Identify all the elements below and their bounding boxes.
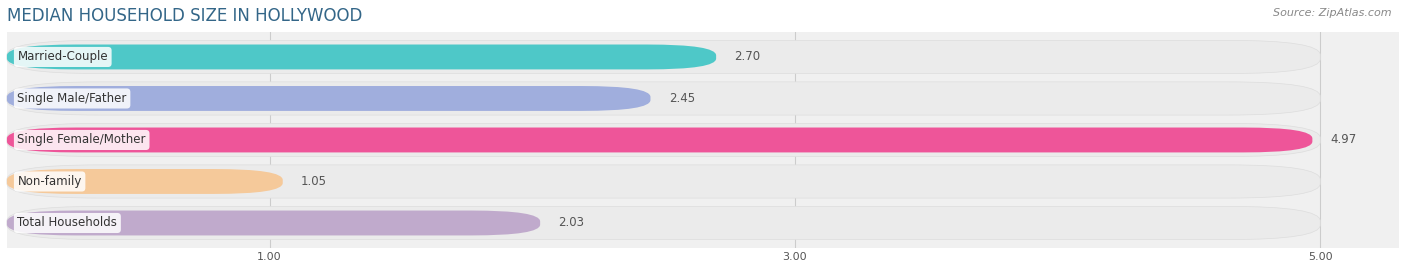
FancyBboxPatch shape — [7, 82, 1320, 115]
FancyBboxPatch shape — [7, 123, 1320, 157]
Text: Single Male/Father: Single Male/Father — [17, 92, 127, 105]
FancyBboxPatch shape — [7, 40, 1320, 73]
FancyBboxPatch shape — [7, 44, 716, 69]
Text: 2.45: 2.45 — [669, 92, 695, 105]
Text: Single Female/Mother: Single Female/Mother — [17, 133, 146, 147]
Text: 4.97: 4.97 — [1330, 133, 1357, 147]
Text: Total Households: Total Households — [17, 217, 117, 229]
FancyBboxPatch shape — [7, 169, 283, 194]
Text: Married-Couple: Married-Couple — [17, 51, 108, 63]
FancyBboxPatch shape — [7, 211, 540, 235]
Text: MEDIAN HOUSEHOLD SIZE IN HOLLYWOOD: MEDIAN HOUSEHOLD SIZE IN HOLLYWOOD — [7, 7, 363, 25]
Text: Source: ZipAtlas.com: Source: ZipAtlas.com — [1274, 8, 1392, 18]
Text: 1.05: 1.05 — [301, 175, 328, 188]
Text: 2.03: 2.03 — [558, 217, 585, 229]
Text: 2.70: 2.70 — [734, 51, 761, 63]
Text: Non-family: Non-family — [17, 175, 82, 188]
FancyBboxPatch shape — [7, 165, 1320, 198]
FancyBboxPatch shape — [7, 206, 1320, 240]
FancyBboxPatch shape — [7, 86, 651, 111]
FancyBboxPatch shape — [7, 128, 1312, 153]
